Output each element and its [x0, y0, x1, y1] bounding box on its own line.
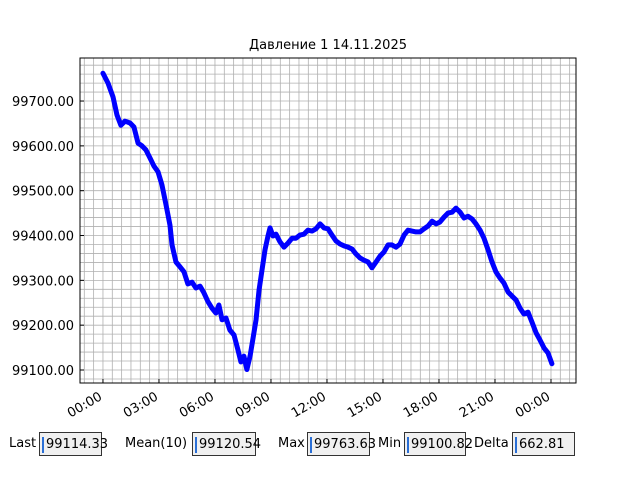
x-tick-label: 12:00 — [289, 389, 329, 421]
x-tick-label: 00:00 — [513, 389, 553, 421]
stat-field[interactable]: 662.81 — [512, 432, 575, 456]
stat-field[interactable]: 99114.33 — [39, 432, 108, 456]
stat-label: Mean(10) — [125, 436, 188, 451]
y-tick-label: 99700.00 — [12, 95, 74, 110]
x-tick-label: 06:00 — [177, 389, 217, 421]
x-tick-label: 00:00 — [65, 389, 105, 421]
y-tick-label: 99400.00 — [12, 230, 74, 245]
chart: Давление 1 14.11.2025 99100.00 99200.00 99… — [12, 38, 577, 421]
stat-label: Delta — [474, 436, 509, 451]
y-tick-label: 99100.00 — [12, 364, 74, 379]
stat-label: Min — [378, 436, 402, 451]
x-tick-label: 15:00 — [345, 389, 385, 421]
y-tick-label: 99500.00 — [12, 185, 74, 200]
stat-field[interactable]: 99100.82 — [404, 432, 473, 456]
stat-field[interactable]: 99120.54 — [192, 432, 261, 456]
x-tick-label: 18:00 — [401, 389, 441, 421]
y-tick-label: 99300.00 — [12, 274, 74, 289]
data-line — [100, 70, 555, 373]
x-tick-label: 09:00 — [233, 389, 273, 421]
chart-title: Давление 1 14.11.2025 — [249, 38, 407, 53]
stat-label: Last — [9, 436, 37, 451]
stat-label: Max — [278, 436, 305, 451]
stat-field[interactable]: 99763.63 — [307, 432, 376, 456]
x-tick-label: 21:00 — [457, 389, 497, 421]
plot-frame — [79, 57, 577, 384]
y-tick-label: 99200.00 — [12, 319, 74, 334]
x-tick-label: 03:00 — [121, 389, 161, 421]
y-tick-label: 99600.00 — [12, 140, 74, 155]
